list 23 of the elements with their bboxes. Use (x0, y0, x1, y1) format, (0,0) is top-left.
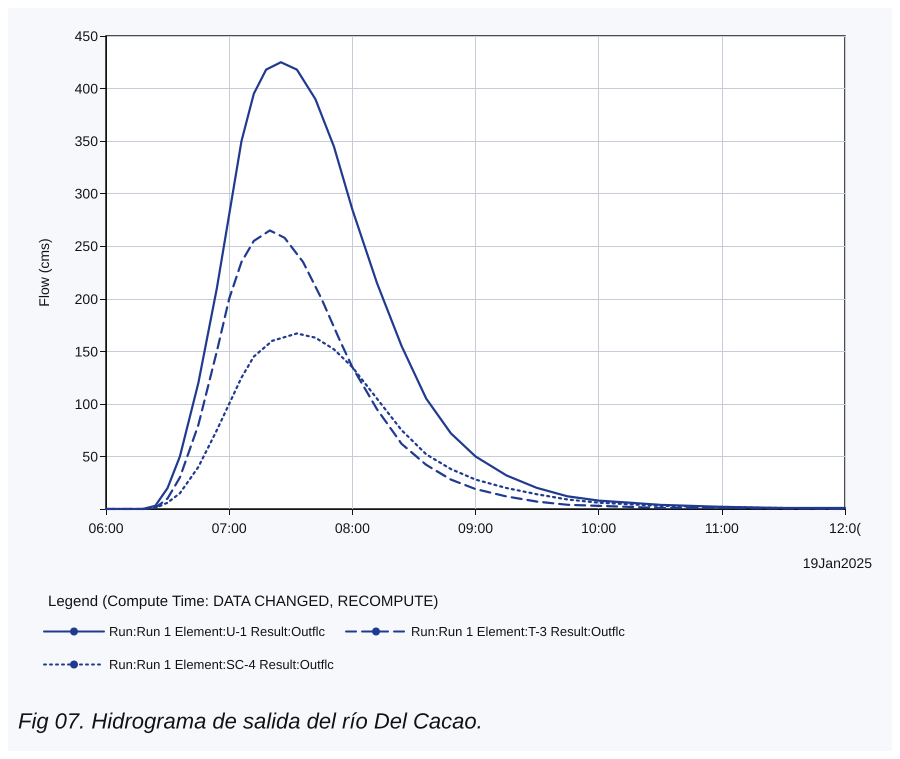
caption: Fig 07. Hidrograma de salida del río Del Cacao. (18, 708, 483, 734)
y-tick-label: 100 (74, 396, 98, 412)
x-tick-label: 09:00 (458, 520, 494, 536)
x-tick-label: 07:00 (212, 520, 247, 536)
y-tick-label: 300 (74, 186, 98, 202)
y-tick-label: 250 (74, 238, 98, 254)
x-tick-label: 08:00 (334, 520, 370, 536)
y-tick-label: 400 (74, 80, 98, 97)
legend-label: Run:Run 1 Element:T-3 Result:Outflc (411, 624, 626, 639)
y-tick-label: 450 (74, 28, 98, 44)
y-axis-title: Flow (cms) (36, 238, 52, 307)
x-tick-label: 06:00 (88, 520, 124, 536)
y-tick-label: 150 (74, 343, 98, 360)
y-tick-label: 350 (74, 133, 98, 150)
y-tick-label: 50 (82, 448, 98, 464)
y-tick-label: 200 (74, 290, 98, 307)
legend-title: Legend (Compute Time: DATA CHANGED, RECOMPUTE) (48, 593, 438, 610)
legend-label: Run:Run 1 Element:SC-4 Result:Outflc (109, 657, 334, 672)
x-tick-label: 10:00 (581, 520, 616, 536)
x-tick-label: 12:0( (829, 520, 862, 536)
x-tick-label: 11:00 (704, 520, 740, 536)
text: 19Jan2025 (802, 555, 872, 571)
legend-label: Run:Run 1 Element:U-1 Result:Outflc (109, 624, 326, 639)
